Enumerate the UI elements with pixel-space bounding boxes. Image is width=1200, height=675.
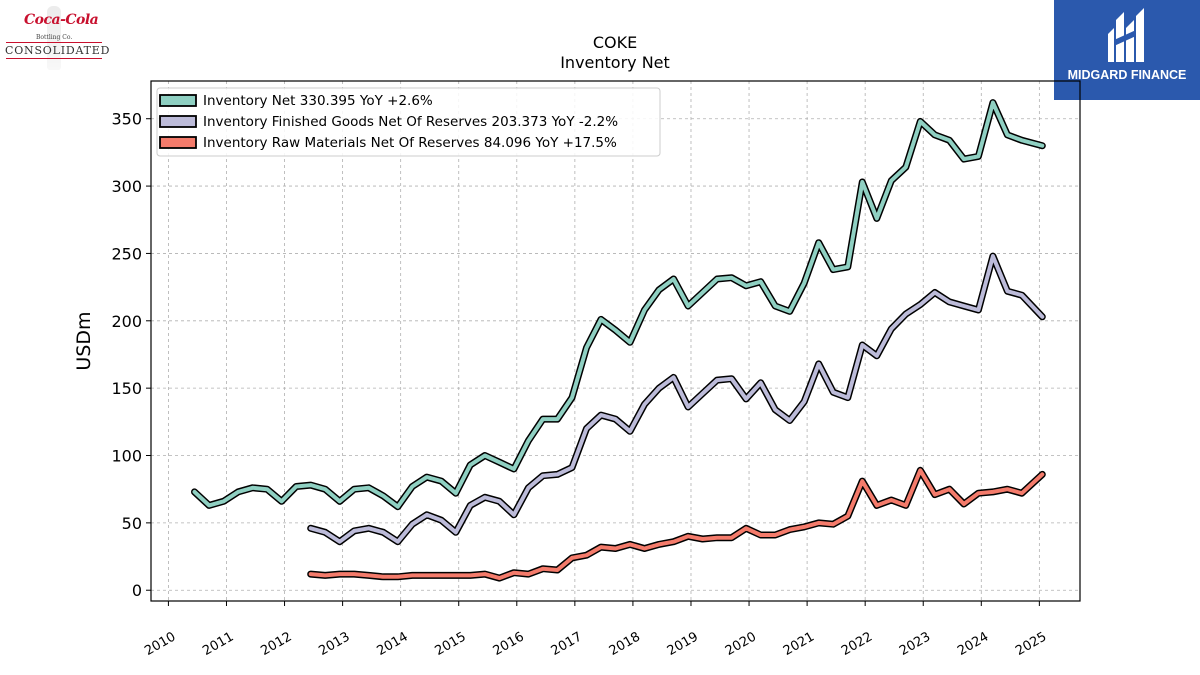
x-tick-label: 2011 xyxy=(200,629,236,659)
midgard-mark-icon xyxy=(1108,8,1144,62)
legend-box xyxy=(156,87,661,157)
x-tick-label: 2024 xyxy=(955,629,991,659)
series-line xyxy=(308,254,1045,544)
axes: 0 50 100 150 200 250 300 350 2010 2011 2012 2013 201… xyxy=(111,110,1049,659)
x-tick-label: 2012 xyxy=(258,629,294,659)
chart-title: COKE xyxy=(592,33,638,52)
chart-title-block: COKE Inventory Net xyxy=(450,33,780,73)
y-tick-label: 100 xyxy=(111,447,142,466)
x-tick-label: 2018 xyxy=(607,629,643,659)
x-tick-label: 2025 xyxy=(1013,629,1049,659)
y-tick-label: 200 xyxy=(111,312,142,331)
y-tick-label: 150 xyxy=(111,379,142,398)
x-tick-label: 2014 xyxy=(375,629,411,659)
series-line xyxy=(192,100,1045,509)
x-tick-label: 2022 xyxy=(839,629,875,659)
legend-swatch xyxy=(159,94,197,107)
legend-label: Inventory Raw Materials Net Of Reserves … xyxy=(203,135,617,151)
series-layer xyxy=(191,99,1046,582)
grid-lines xyxy=(151,81,1080,601)
bottle-icon xyxy=(47,6,61,70)
x-tick-label: 2019 xyxy=(665,629,701,659)
y-tick-label: 350 xyxy=(111,110,142,129)
midgard-finance-name: MIDGARD FINANCE xyxy=(1067,68,1187,82)
y-tick-label: 300 xyxy=(111,177,142,196)
logo-name-text: CONSOLIDATED xyxy=(5,44,111,57)
plot-frame xyxy=(150,80,1081,602)
y-tick-label: 0 xyxy=(132,581,142,600)
legend-swatch xyxy=(159,115,197,128)
legend: Inventory Net 330.395 YoY +2.6% Inventory… xyxy=(156,87,661,157)
series-2 xyxy=(307,252,1046,546)
legend-label: Inventory Finished Goods Net Of Reserves… xyxy=(203,114,618,130)
legend-label: Inventory Net 330.395 YoY +2.6% xyxy=(203,93,433,109)
coca-cola-consolidated-logo: Coca-Cola Bottling Co. CONSOLIDATED xyxy=(2,4,109,72)
series-line-outline xyxy=(307,252,1046,546)
logo-script-text: Coca-Cola xyxy=(24,12,99,28)
series-line-outline xyxy=(307,466,1046,582)
x-tick-label: 2015 xyxy=(433,629,469,659)
x-tick-label: 2010 xyxy=(142,629,178,659)
series-3 xyxy=(307,466,1046,582)
series-1 xyxy=(191,99,1046,511)
x-tick-label: 2013 xyxy=(316,629,352,659)
series-line xyxy=(308,468,1045,581)
x-tick-label: 2021 xyxy=(781,629,817,659)
x-tick-label: 2016 xyxy=(491,629,527,659)
y-axis-label: USDm xyxy=(73,311,95,370)
x-tick-label: 2017 xyxy=(549,629,585,659)
logo-rule xyxy=(6,42,102,43)
y-tick-label: 250 xyxy=(111,244,142,263)
x-tick-label: 2023 xyxy=(897,629,933,659)
midgard-finance-logo: MIDGARD FINANCE xyxy=(1054,0,1200,100)
logo-small-text: Bottling Co. xyxy=(36,34,73,41)
chart-subtitle: Inventory Net xyxy=(560,53,670,72)
y-tick-label: 50 xyxy=(122,514,142,533)
x-tick-label: 2020 xyxy=(723,629,759,659)
legend-swatch xyxy=(159,136,197,149)
logo-rule xyxy=(6,58,102,59)
